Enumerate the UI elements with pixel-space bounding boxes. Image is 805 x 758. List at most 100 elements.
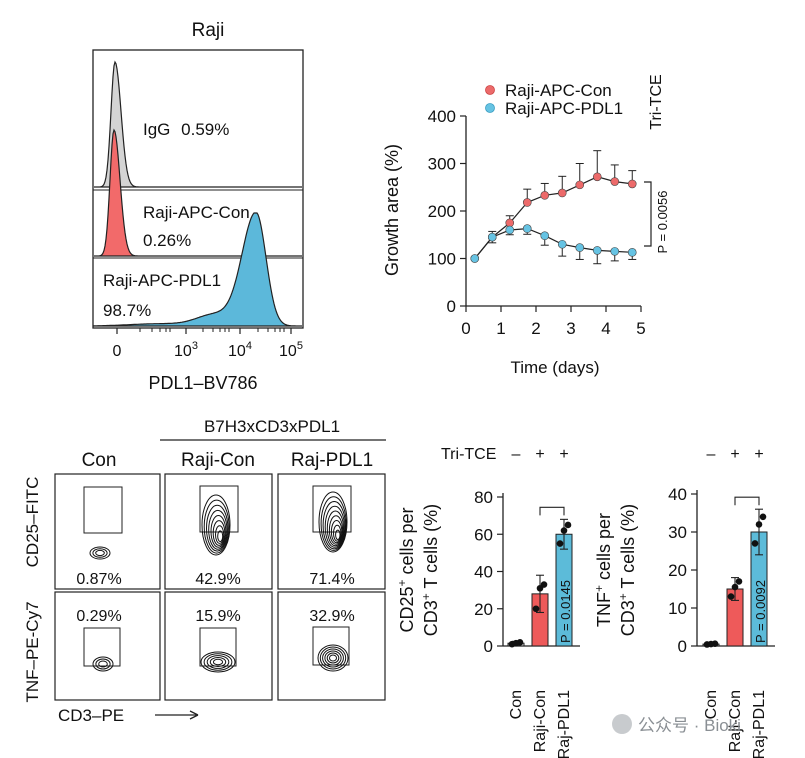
- bar-cd25-significance-bracket: [539, 506, 565, 516]
- flow-contour: [322, 501, 346, 550]
- bar-tnf-category-con: Con: [703, 690, 720, 719]
- flow-contour-grid: B7H3xCD3xPDL1 Con Raji-Con Raj-PDL1 CD25…: [23, 417, 386, 725]
- bar-cd25-data-point: [512, 639, 520, 647]
- histogram-label-con: Raji-APC-Con: [143, 203, 250, 222]
- flow-contour: [208, 509, 228, 550]
- watermark-text: 公众号 · Bioki: [638, 716, 741, 735]
- bar-tnf-sign-1: +: [730, 446, 739, 463]
- line-chart-x-tick-label: 4: [601, 319, 610, 338]
- line-chart-point: [522, 224, 532, 233]
- line-chart-point: [557, 188, 567, 198]
- bar-cd25-sign-1: +: [535, 446, 544, 463]
- flow-contour: [324, 650, 342, 666]
- line-chart-point: [470, 254, 480, 263]
- flow-contour: [206, 655, 230, 669]
- line-chart-point: [540, 231, 550, 240]
- line-chart-axes: 0 100 200 300 400 0 1 2 3 4 5: [428, 107, 646, 338]
- legend-marker-raji-apc-pdl1: [485, 103, 495, 113]
- line-chart-y-tick-label: 300: [428, 155, 456, 174]
- tnf-bar-plot: 0 10 20 30 40: [668, 485, 775, 656]
- line-chart-x-label: Time (days): [510, 358, 599, 377]
- line-chart-point: [592, 246, 602, 255]
- histogram-panel: Raji IgG 0.59% Raji-APC-Con 0.26% Raji-A…: [92, 20, 304, 393]
- line-chart-point: [557, 239, 567, 249]
- flow-contour: [215, 525, 225, 544]
- flow-column-raj-pdl1: Raj-PDL1: [291, 450, 373, 471]
- flow-contour: [318, 491, 348, 553]
- flow-percent-cd25-con: 0.87%: [76, 571, 121, 588]
- flow-contour: [95, 549, 105, 557]
- line-chart-point: [505, 225, 515, 235]
- flow-contour: [212, 520, 226, 546]
- histogram-tick-0: 0: [113, 343, 122, 360]
- histogram-label-pdl1: Raji-APC-PDL1: [103, 271, 221, 290]
- line-chart-point: [592, 172, 602, 182]
- legend-marker-raji-apc-con: [485, 85, 495, 95]
- flow-gate: [83, 486, 123, 534]
- line-chart-y-tick-label: 0: [447, 297, 456, 316]
- flow-plots: [54, 473, 386, 701]
- histogram-frame: [92, 49, 304, 329]
- flow-gate: [83, 627, 121, 667]
- flow-contour: [322, 648, 344, 668]
- flow-x-arrow-head: [189, 710, 199, 720]
- bar-cd25-data-point: [560, 527, 568, 534]
- line-chart-series-line: [474, 227, 633, 259]
- bar-cd25-p-value: P = 0.0145: [558, 580, 573, 643]
- flow-header-group: B7H3xCD3xPDL1: [204, 417, 340, 436]
- line-chart-x-tick-label: 2: [531, 319, 540, 338]
- flow-contour: [330, 520, 343, 544]
- flow-plot-frame: [277, 473, 386, 590]
- flow-contour: [329, 654, 337, 662]
- flow-contour: [92, 548, 108, 558]
- bar-tnf-sign-0: –: [707, 446, 716, 463]
- bar-tnf-y-tick-label: 20: [668, 561, 687, 580]
- tnf-bar-chart: – + + 0 10 20 30 40 TNF+ cells per CD3+ T ce…: [592, 446, 775, 758]
- bar-cd25-y-label-line1: CD25+ cells per: [395, 507, 417, 632]
- bar-tnf-category-raji-con: Raji-Con: [727, 690, 744, 752]
- bar-tnf-data-point: [727, 593, 735, 600]
- flow-x-label: CD3–PE: [58, 706, 124, 725]
- watermark: 公众号 · Bioki: [612, 714, 741, 735]
- flow-percent-tnf-raji-con: 15.9%: [195, 608, 240, 625]
- flow-contour: [95, 658, 111, 670]
- histogram-raji-apc-con: [94, 128, 302, 257]
- line-chart-y-tick-label: 200: [428, 202, 456, 221]
- flow-percent-cd25-raji-con: 42.9%: [195, 571, 240, 588]
- flow-column-raji-con: Raji-Con: [181, 450, 255, 471]
- bar-tnf-y-tick-label: 10: [668, 599, 687, 618]
- flow-gate: [199, 485, 239, 533]
- line-chart-x-tick-label: 3: [566, 319, 575, 338]
- growth-line-chart: 0 100 200 300 400 0 1 2 3 4 5 Growth area (%) Time…: [382, 74, 670, 377]
- bar-tnf-data-point: [755, 521, 763, 528]
- bar-cd25-y-tick-label: 60: [474, 525, 493, 544]
- histogram-percent-pdl1: 98.7%: [103, 301, 151, 320]
- flow-y-label-tnf: TNF–PE-Cy7: [23, 601, 42, 702]
- line-chart-point: [627, 248, 637, 257]
- flow-contour: [92, 656, 114, 672]
- wechat-icon: [612, 714, 632, 734]
- flow-gate: [312, 485, 352, 533]
- bar-tnf-y-label-line2: CD3+ T cells (%): [616, 504, 638, 636]
- line-chart-point: [487, 232, 497, 242]
- flow-percent-tnf-con: 0.29%: [76, 608, 121, 625]
- flow-plot-frame: [54, 473, 161, 590]
- bar-tnf-data-point: [731, 583, 739, 591]
- flow-contour: [89, 546, 111, 560]
- legend-label-raji-apc-pdl1: Raji-APC-PDL1: [505, 99, 623, 118]
- line-chart-significance-bracket: [644, 181, 652, 247]
- flow-contour: [203, 653, 233, 671]
- flow-contour: [98, 660, 108, 668]
- line-chart-point: [540, 191, 550, 200]
- bar-cd25-data-point: [556, 540, 564, 547]
- flow-contour: [212, 658, 224, 666]
- line-chart-y-tick-label: 100: [428, 250, 456, 269]
- flow-plot-frame: [164, 473, 273, 590]
- histogram-x-axis: [116, 328, 292, 334]
- bar-tnf-y-label-line1: TNF+ cells per: [592, 513, 614, 627]
- line-chart-point: [505, 218, 515, 228]
- flow-contour: [210, 515, 227, 548]
- flow-plot-frame: [54, 591, 161, 701]
- flow-contour: [333, 524, 342, 542]
